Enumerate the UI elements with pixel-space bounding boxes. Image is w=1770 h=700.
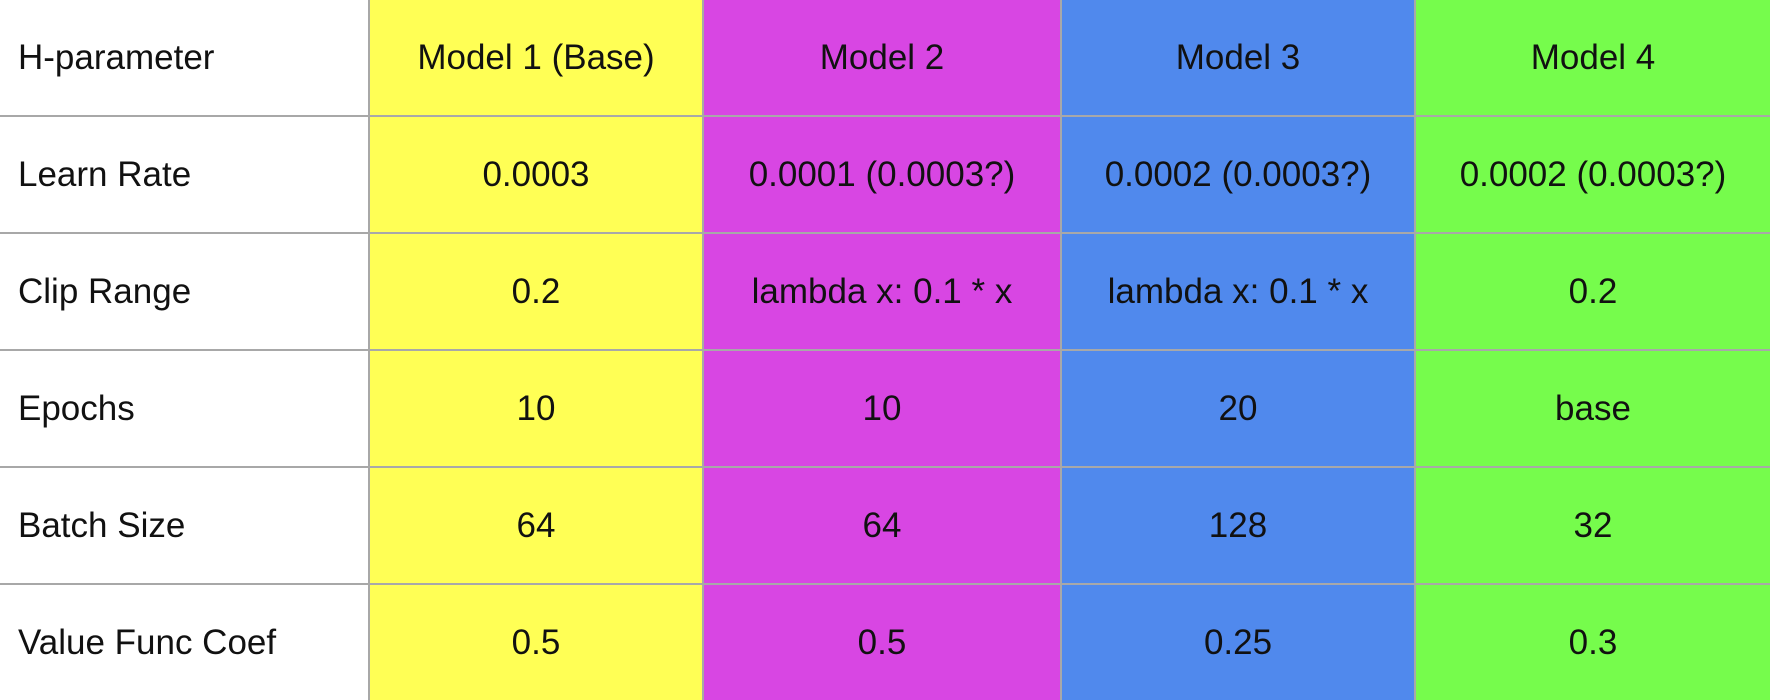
- table-cell: base: [1414, 349, 1770, 468]
- table-cell: 0.25: [1060, 583, 1416, 700]
- row-label: Epochs: [0, 349, 370, 468]
- table-cell: 0.0002 (0.0003?): [1060, 115, 1416, 234]
- table-row-epochs: Epochs 10 10 20 base: [0, 349, 1770, 468]
- table-row-batch-size: Batch Size 64 64 128 32: [0, 466, 1770, 585]
- table-cell: 20: [1060, 349, 1416, 468]
- header-model-3: Model 3: [1060, 0, 1416, 117]
- table-cell: 128: [1060, 466, 1416, 585]
- header-row: H-parameter Model 1 (Base) Model 2 Model…: [0, 0, 1770, 117]
- header-model-2: Model 2: [702, 0, 1062, 117]
- table-cell: 0.3: [1414, 583, 1770, 700]
- row-label: Value Func Coef: [0, 583, 370, 700]
- table-cell: 32: [1414, 466, 1770, 585]
- row-label: Batch Size: [0, 466, 370, 585]
- table-cell: 0.0002 (0.0003?): [1414, 115, 1770, 234]
- table-cell: 64: [368, 466, 704, 585]
- table-cell: 64: [702, 466, 1062, 585]
- row-label: Clip Range: [0, 232, 370, 351]
- header-param-cell: H-parameter: [0, 0, 370, 117]
- table-cell: 0.5: [368, 583, 704, 700]
- header-model-4: Model 4: [1414, 0, 1770, 117]
- table-cell: 10: [702, 349, 1062, 468]
- table-cell: 0.0003: [368, 115, 704, 234]
- header-model-1: Model 1 (Base): [368, 0, 704, 117]
- table-cell: 10: [368, 349, 704, 468]
- table-cell: 0.2: [1414, 232, 1770, 351]
- table-row-clip-range: Clip Range 0.2 lambda x: 0.1 * x lambda …: [0, 232, 1770, 351]
- table-row-learn-rate: Learn Rate 0.0003 0.0001 (0.0003?) 0.000…: [0, 115, 1770, 234]
- table-cell: lambda x: 0.1 * x: [1060, 232, 1416, 351]
- row-label: Learn Rate: [0, 115, 370, 234]
- table-cell: lambda x: 0.1 * x: [702, 232, 1062, 351]
- table-row-value-func-coef: Value Func Coef 0.5 0.5 0.25 0.3: [0, 583, 1770, 700]
- table-cell: 0.2: [368, 232, 704, 351]
- table-cell: 0.5: [702, 583, 1062, 700]
- table-cell: 0.0001 (0.0003?): [702, 115, 1062, 234]
